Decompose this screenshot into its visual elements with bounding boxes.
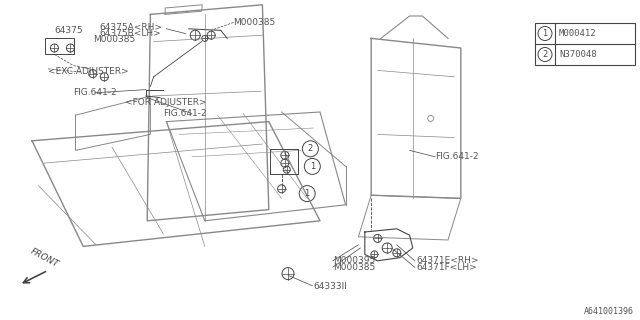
Text: 64375: 64375: [54, 26, 83, 35]
Text: <EXC.ADJUSTER>: <EXC.ADJUSTER>: [48, 68, 129, 76]
Text: 64371E<RH>: 64371E<RH>: [416, 256, 479, 265]
Text: 2: 2: [542, 50, 548, 59]
Text: 1: 1: [305, 189, 310, 198]
Text: M000395: M000395: [333, 256, 375, 265]
Text: M000385: M000385: [93, 36, 135, 44]
Text: 64375B<LH>: 64375B<LH>: [99, 29, 161, 38]
Text: FRONT: FRONT: [29, 246, 61, 269]
Text: M000412: M000412: [559, 29, 596, 38]
Text: A641001396: A641001396: [584, 308, 634, 316]
Text: 64333II: 64333II: [314, 282, 348, 291]
Text: M000385: M000385: [333, 263, 375, 272]
Text: 1: 1: [542, 29, 548, 38]
Text: 64371F<LH>: 64371F<LH>: [416, 263, 477, 272]
Text: M000385: M000385: [234, 18, 276, 27]
Bar: [45, 38, 74, 54]
Text: 64375A<RH>: 64375A<RH>: [99, 23, 162, 32]
Text: 1: 1: [310, 162, 315, 171]
Bar: [535, 23, 635, 65]
Text: FIG.641-2: FIG.641-2: [163, 109, 207, 118]
Text: N370048: N370048: [559, 50, 596, 59]
Text: FIG.641-2: FIG.641-2: [435, 152, 479, 161]
Text: <FOR ADJUSTER>: <FOR ADJUSTER>: [125, 98, 207, 107]
Text: 2: 2: [308, 144, 313, 153]
Text: FIG.641-2: FIG.641-2: [74, 88, 117, 97]
